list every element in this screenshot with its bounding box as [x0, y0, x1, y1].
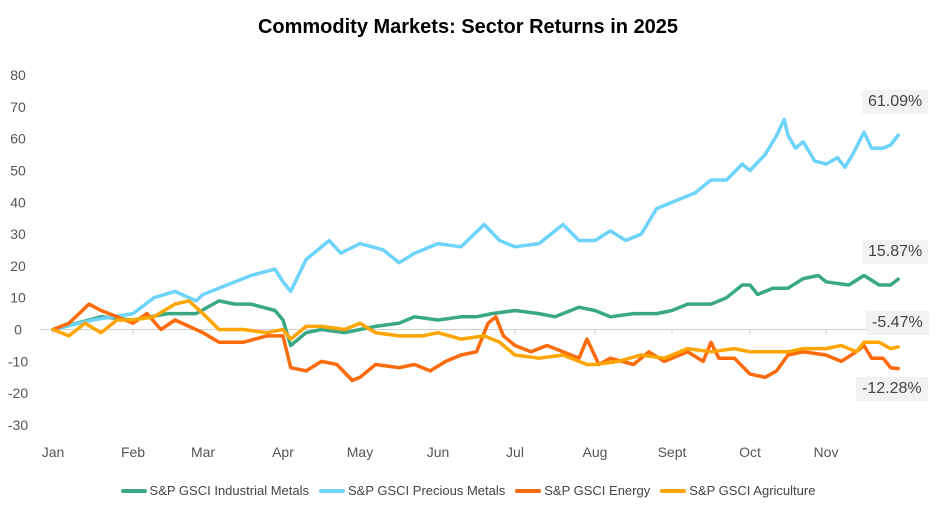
y-tick-label: 60	[10, 131, 26, 147]
legend-item-energy: S&P GSCI Energy	[515, 483, 650, 498]
x-tick-label: Mar	[191, 444, 215, 460]
legend-label: S&P GSCI Industrial Metals	[149, 483, 309, 498]
y-tick-label: 40	[10, 194, 26, 210]
legend-swatch	[660, 488, 687, 493]
legend-swatch	[120, 488, 147, 493]
x-tick-label: Jul	[506, 444, 524, 460]
series-line-s-p-gsci-industrial-metals	[51, 273, 900, 348]
y-tick-label: 0	[14, 322, 22, 338]
y-tick-label: -30	[8, 417, 28, 433]
end-label-agriculture: -5.47%	[866, 311, 929, 335]
chart-title: Commodity Markets: Sector Returns in 202…	[257, 16, 679, 38]
series-line-s-p-gsci-precious-metals	[51, 117, 900, 332]
y-tick-label: 50	[10, 162, 26, 178]
series-line-s-p-gsci-energy	[51, 302, 900, 383]
y-tick-label: -10	[8, 353, 28, 369]
x-tick-label: Jun	[427, 444, 450, 460]
legend-item-precious: S&P GSCI Precious Metals	[318, 483, 506, 498]
y-tick-label: 30	[10, 226, 26, 242]
legend-swatch	[318, 488, 345, 493]
legend-label: S&P GSCI Agriculture	[689, 483, 816, 498]
legend: S&P GSCI Industrial Metals S&P GSCI Prec…	[0, 483, 936, 498]
x-tick-label: Feb	[121, 444, 145, 460]
legend-label: S&P GSCI Precious Metals	[347, 483, 506, 498]
legend-swatch	[515, 488, 542, 493]
x-tick-label: Oct	[739, 444, 761, 460]
x-tick-label: Sept	[658, 444, 687, 460]
series-line-s-p-gsci-agriculture	[51, 299, 900, 367]
y-tick-label: 80	[10, 67, 26, 83]
legend-item-industrial: S&P GSCI Industrial Metals	[120, 483, 309, 498]
x-tick-label: Jan	[42, 444, 65, 460]
y-tick-label: -20	[8, 385, 28, 401]
x-tick-label: Aug	[583, 444, 608, 460]
x-tick-label: May	[347, 444, 373, 460]
legend-item-agriculture: S&P GSCI Agriculture	[660, 483, 815, 498]
y-tick-label: 20	[10, 258, 26, 274]
end-label-industrial: 15.87%	[862, 240, 929, 264]
y-tick-label: 70	[10, 99, 26, 115]
y-tick-label: 10	[10, 290, 26, 306]
x-tick-label: Apr	[272, 444, 294, 460]
end-label-energy: -12.28%	[856, 377, 928, 401]
end-label-precious: 61.09%	[862, 90, 929, 114]
legend-label: S&P GSCI Energy	[544, 483, 651, 498]
x-tick-label: Nov	[814, 444, 839, 460]
